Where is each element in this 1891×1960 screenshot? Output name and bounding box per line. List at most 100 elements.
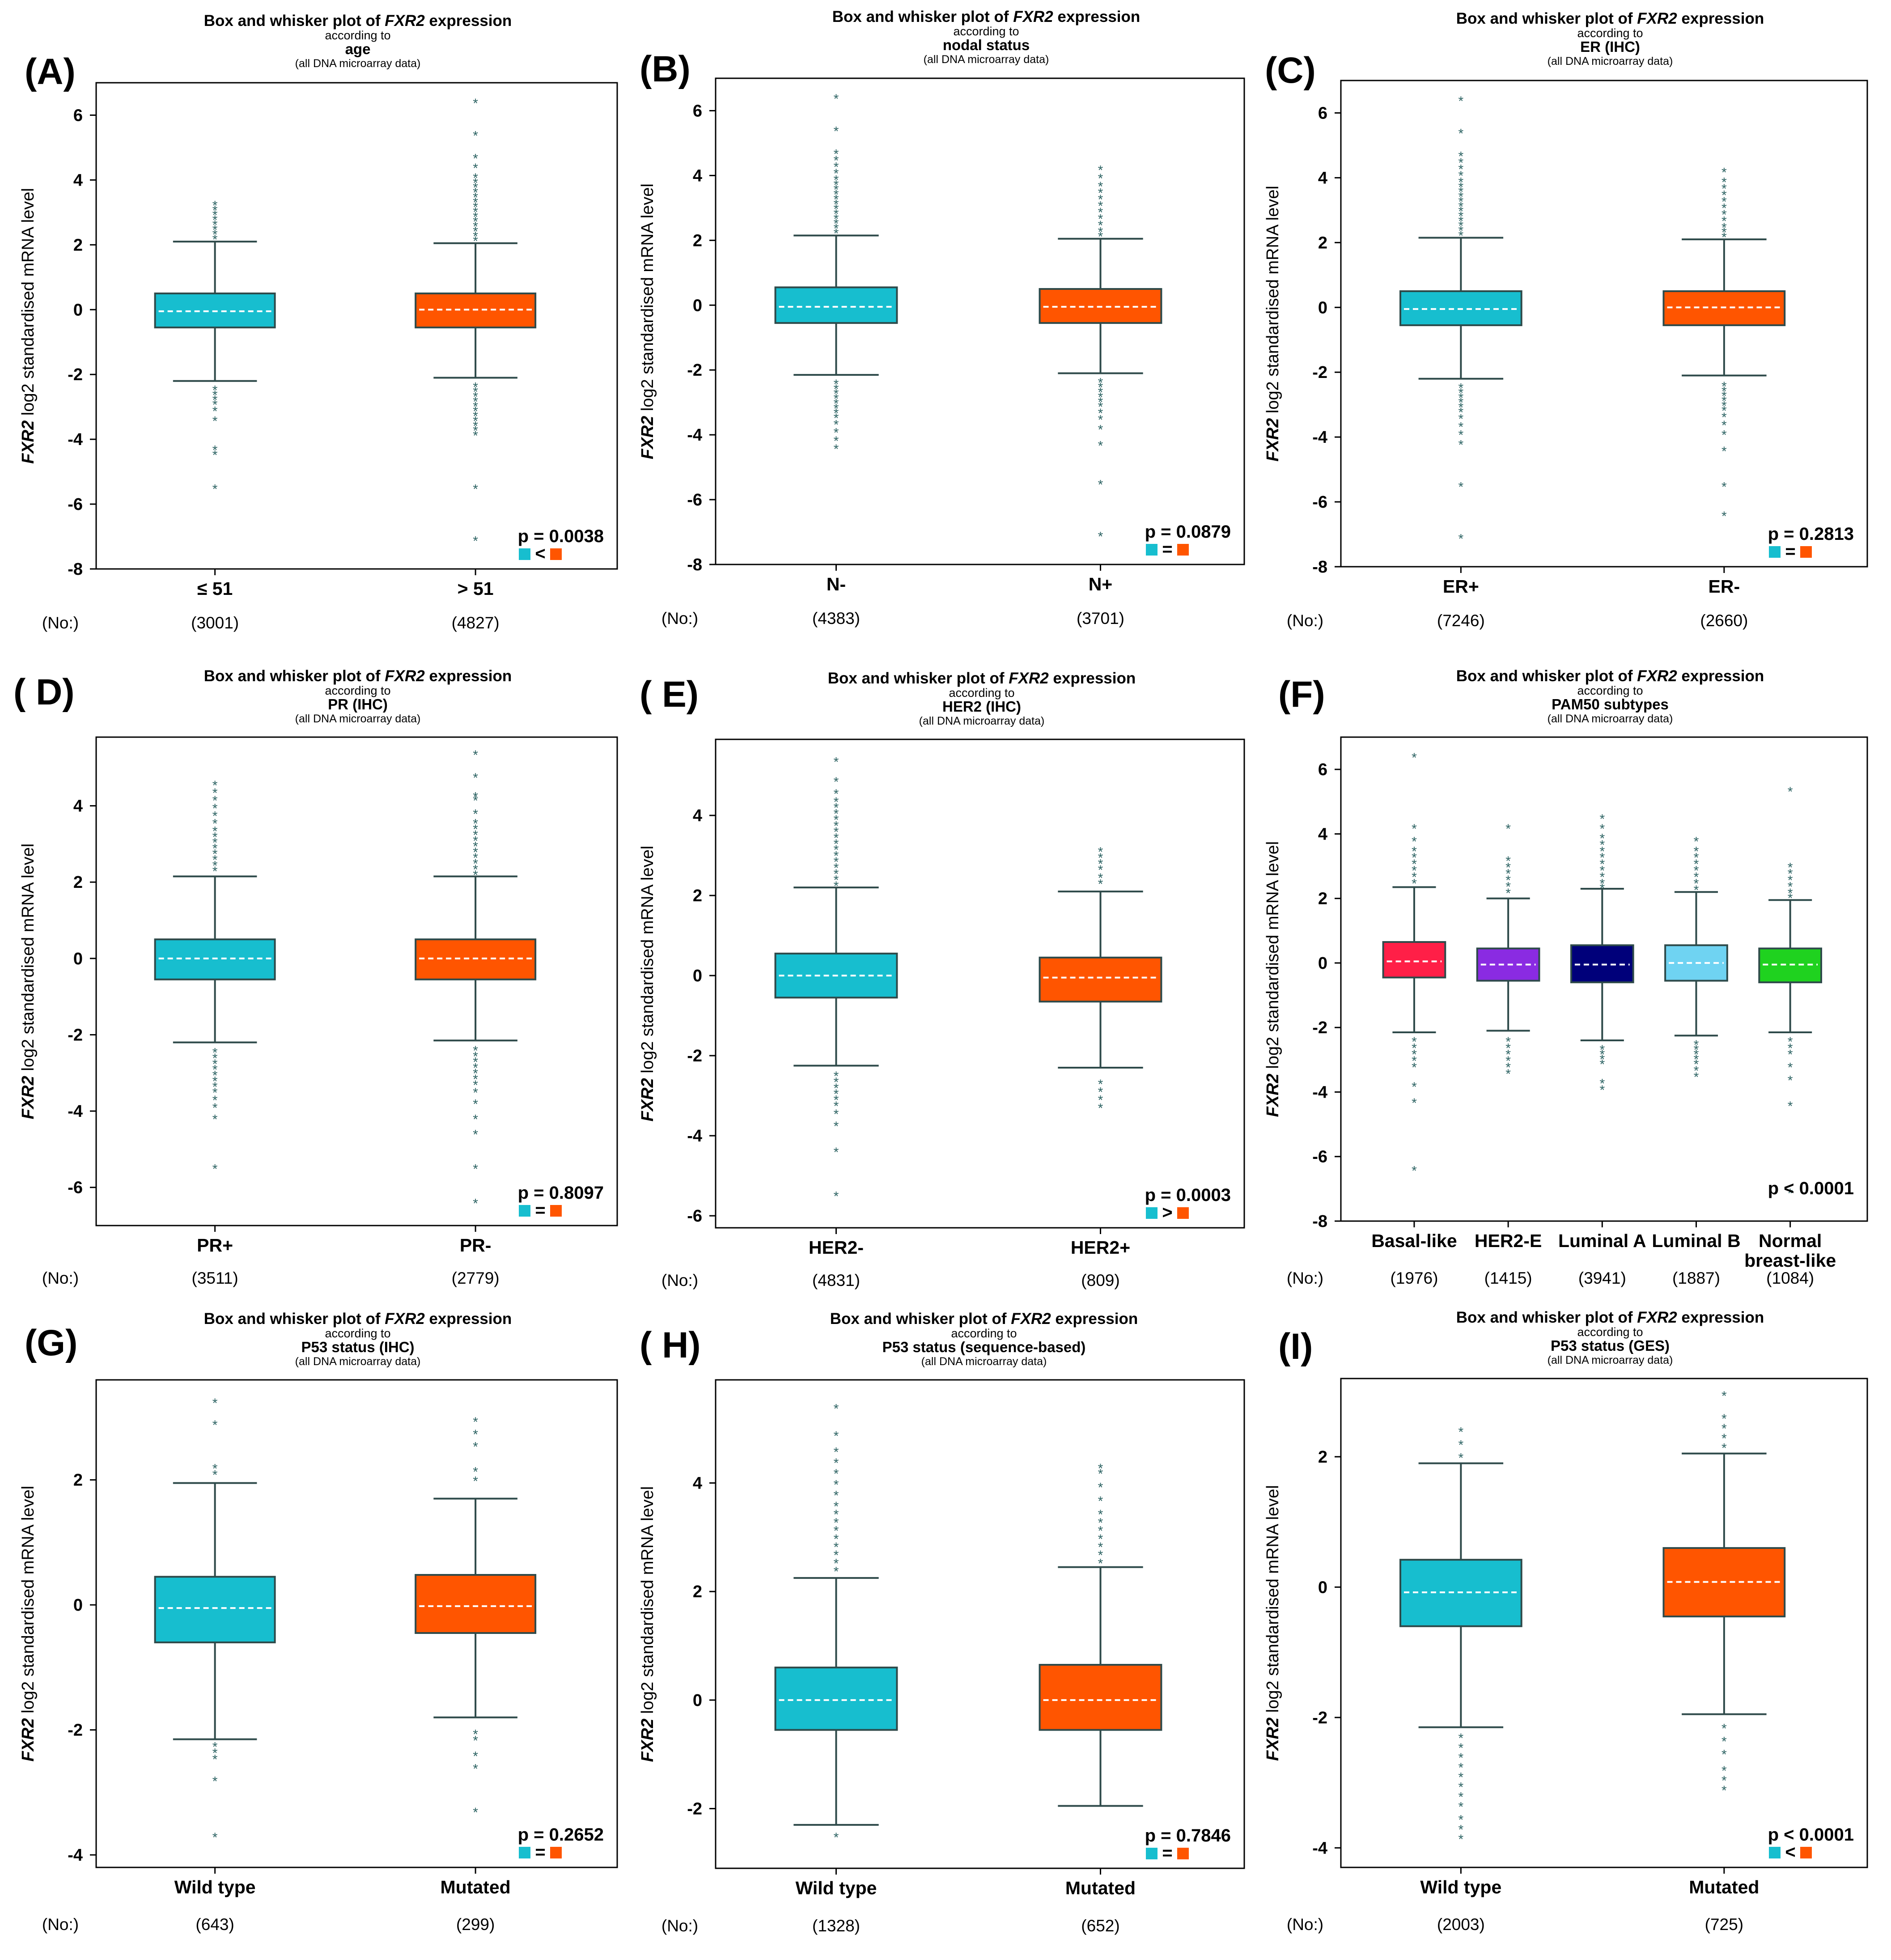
outlier-point: *: [1412, 822, 1417, 836]
outlier-point: *: [834, 1515, 839, 1530]
outlier-point: *: [1098, 1467, 1103, 1481]
y-axis-label-g: FXR2 log2 standardised mRNA level: [19, 1486, 38, 1762]
box-group-g-1: *********Wild type(643): [154, 1396, 276, 1934]
grouping-label-h: P53 status (sequence-based): [882, 1339, 1086, 1355]
outlier-point: *: [1098, 171, 1103, 186]
outlier-point: *: [212, 213, 218, 228]
group-count: (643): [195, 1915, 234, 1934]
outlier-point: *: [1721, 389, 1727, 404]
y-tick-label-g: -4: [68, 1846, 83, 1865]
legend-swatch-group1: [1769, 1847, 1781, 1858]
according-to-h: according to: [951, 1327, 1017, 1340]
box-group-g-2: **********Mutated(299): [415, 1415, 537, 1934]
outlier-point: *: [1721, 428, 1727, 443]
outlier-point: *: [1459, 162, 1464, 177]
box: [774, 1667, 898, 1731]
count-label-g: (No:): [42, 1915, 79, 1934]
outlier-point: *: [212, 1045, 218, 1060]
outlier-point: *: [473, 404, 478, 419]
outlier-point: *: [834, 807, 839, 822]
outlier-point: *: [834, 124, 839, 139]
y-tick-label-c: -2: [1312, 363, 1327, 382]
outlier-point: *: [1505, 854, 1511, 869]
y-tick-label-a: -4: [68, 430, 83, 449]
outlier-point: *: [1788, 1099, 1793, 1114]
y-tick-label-d: 0: [73, 950, 83, 968]
outlier-point: *: [834, 187, 839, 202]
outlier-point: *: [1694, 851, 1699, 865]
outlier-point: *: [1098, 1507, 1103, 1522]
group-count: (725): [1705, 1915, 1743, 1934]
outlier-point: *: [834, 849, 839, 864]
chart-title-h: Box and whisker plot of FXR2 expression: [830, 1310, 1138, 1328]
outlier-point: *: [1599, 881, 1605, 896]
group-count: (3701): [1077, 609, 1124, 628]
legend-swatch-group1: [519, 548, 530, 560]
outlier-point: *: [473, 186, 478, 200]
outlier-point: *: [212, 1057, 218, 1072]
outlier-point: *: [1098, 1515, 1103, 1530]
outlier-point: *: [834, 166, 839, 181]
legend-swatch-group2: [550, 1205, 562, 1217]
outlier-point: *: [212, 1830, 218, 1845]
outlier-point: *: [1694, 844, 1699, 859]
outlier-point: *: [834, 192, 839, 207]
group-count: (2660): [1700, 611, 1748, 630]
outlier-point: *: [1459, 175, 1464, 190]
outlier-point: *: [1459, 229, 1464, 243]
outlier-point: *: [1459, 532, 1464, 547]
chart-title-e: Box and whisker plot of FXR2 expression: [828, 670, 1136, 687]
outlier-point: *: [212, 1468, 218, 1483]
outlier-point: *: [473, 828, 478, 843]
outlier-point: *: [1459, 219, 1464, 233]
outlier-point: *: [1721, 208, 1727, 222]
panel-label-a: (A): [25, 51, 76, 92]
outlier-point: *: [834, 434, 839, 449]
dataset-label-i: (all DNA microarray data): [1548, 1354, 1673, 1366]
y-tick-label-b: -8: [687, 556, 702, 574]
box-group-f-2: *************HER2-E(1415): [1475, 822, 1542, 1287]
outlier-point: *: [1599, 1077, 1605, 1091]
outlier-point: *: [473, 748, 478, 763]
relation-symbol: =: [535, 1842, 545, 1862]
y-tick-label-a: 0: [73, 301, 83, 319]
y-tick-label-f: 6: [1318, 760, 1327, 779]
category-label: N-: [827, 574, 846, 594]
outlier-point: *: [1459, 428, 1464, 443]
y-axis-label-c: FXR2 log2 standardised mRNA level: [1263, 186, 1282, 462]
y-tick-label-f: 0: [1318, 954, 1327, 973]
outlier-point: *: [1412, 1163, 1417, 1178]
p-value-d: p = 0.8097: [518, 1183, 604, 1203]
outlier-point: *: [834, 221, 839, 236]
p-value-i: p < 0.0001: [1768, 1825, 1854, 1845]
outlier-point: *: [1721, 403, 1727, 418]
outlier-point: *: [1412, 1048, 1417, 1062]
outlier-point: *: [1599, 831, 1605, 846]
box-group-d-1: **************************PR+(3511): [154, 778, 276, 1287]
outlier-point: *: [473, 96, 478, 111]
y-tick-label-e: 2: [693, 887, 702, 905]
outlier-point: *: [1788, 785, 1793, 799]
p-value-h: p = 0.7846: [1145, 1826, 1231, 1845]
outlier-point: *: [1459, 156, 1464, 170]
y-tick-label-c: -4: [1312, 428, 1327, 447]
outlier-point: *: [834, 819, 839, 833]
outlier-point: *: [834, 1489, 839, 1503]
outlier-point: *: [212, 1093, 218, 1108]
outlier-point: *: [1098, 406, 1103, 421]
outlier-point: *: [212, 1418, 218, 1433]
y-tick-label-e: -4: [687, 1127, 702, 1145]
relation-symbol: =: [1162, 1843, 1172, 1863]
outlier-point: *: [1694, 1038, 1699, 1052]
y-tick-label-i: 0: [1318, 1578, 1327, 1597]
relation-legend-g: =: [519, 1842, 562, 1862]
box-group-f-3: *****************Luminal A(3941): [1558, 812, 1646, 1287]
outlier-point: *: [473, 840, 478, 854]
outlier-point: *: [1721, 182, 1727, 196]
outlier-point: *: [212, 233, 218, 247]
box-group-a-1: *****************≤ 51(3001): [154, 199, 276, 632]
category-label: HER2-: [809, 1237, 864, 1258]
outlier-point: *: [473, 419, 478, 433]
y-tick-label-c: 4: [1318, 169, 1327, 187]
outlier-point: *: [1721, 225, 1727, 240]
